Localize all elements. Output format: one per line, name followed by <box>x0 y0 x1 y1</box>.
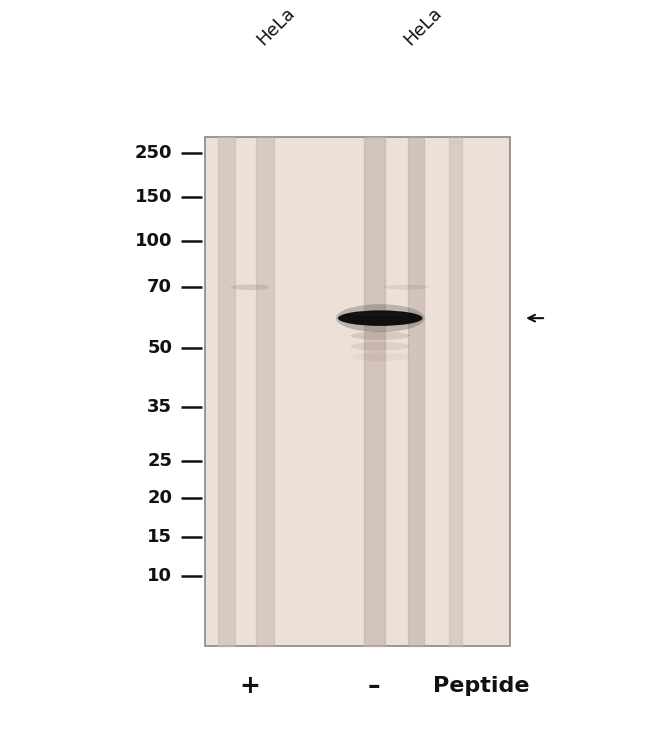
Text: 15: 15 <box>148 528 172 546</box>
Ellipse shape <box>336 305 424 332</box>
Text: 10: 10 <box>148 567 172 585</box>
Text: 150: 150 <box>135 188 172 206</box>
Ellipse shape <box>231 284 270 290</box>
Text: 20: 20 <box>148 489 172 507</box>
Text: –: – <box>367 674 380 698</box>
Text: 25: 25 <box>148 452 172 470</box>
Text: 70: 70 <box>148 278 172 296</box>
Text: 35: 35 <box>148 397 172 416</box>
Text: HeLa: HeLa <box>400 4 445 49</box>
Text: 100: 100 <box>135 232 172 250</box>
Text: +: + <box>240 674 261 698</box>
Ellipse shape <box>351 313 410 316</box>
Ellipse shape <box>351 353 410 361</box>
Ellipse shape <box>351 332 410 340</box>
Ellipse shape <box>384 285 429 290</box>
Text: HeLa: HeLa <box>254 4 299 49</box>
Bar <box>205 138 510 646</box>
Text: 50: 50 <box>148 340 172 357</box>
Ellipse shape <box>338 310 422 326</box>
Text: 250: 250 <box>135 144 172 163</box>
Ellipse shape <box>351 342 410 351</box>
Text: Peptide: Peptide <box>433 676 529 696</box>
